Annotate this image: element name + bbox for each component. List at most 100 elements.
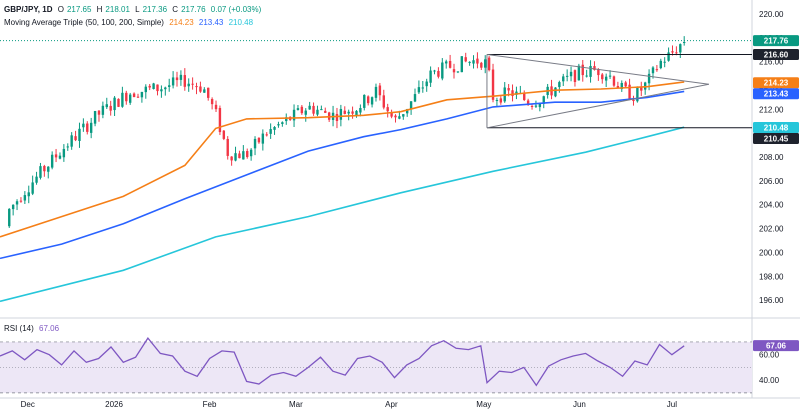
price-tick-label: 204.00 xyxy=(759,201,784,210)
candle-body xyxy=(339,108,343,120)
candle-body xyxy=(452,69,456,73)
candle-body xyxy=(246,151,249,158)
candle-body xyxy=(152,83,155,90)
candle-body xyxy=(589,65,592,77)
ma200-price-badge[interactable] xyxy=(753,121,799,133)
candle-body xyxy=(70,135,73,147)
time-axis-label: Mar xyxy=(289,400,303,409)
candle-body xyxy=(484,59,487,68)
candle-body xyxy=(203,89,206,93)
candle-body xyxy=(296,108,300,110)
ma50-line xyxy=(0,81,685,238)
candle-body xyxy=(281,122,284,124)
candle-body xyxy=(651,67,655,74)
candle-body xyxy=(370,97,374,105)
ma100-legend-value: 213.43 xyxy=(198,18,224,27)
candle-body xyxy=(39,166,42,178)
candle-body xyxy=(448,60,452,68)
candle-body xyxy=(47,166,50,172)
candle-body xyxy=(363,94,366,108)
candle-body xyxy=(144,86,147,93)
candle-body xyxy=(456,71,460,73)
candle-body xyxy=(499,98,503,103)
candle-body xyxy=(285,117,288,122)
candle-body xyxy=(238,153,241,159)
candle-body xyxy=(386,107,389,112)
last-price-badge[interactable] xyxy=(753,35,799,47)
rsi-tick-label: 60.00 xyxy=(759,351,780,360)
candle-body xyxy=(437,70,440,77)
candle-body xyxy=(491,69,495,100)
candle-body xyxy=(43,165,46,172)
candle-body xyxy=(8,208,11,227)
candle-body xyxy=(230,156,233,161)
candle-body xyxy=(101,105,105,115)
rsi-value-badge[interactable] xyxy=(753,340,799,352)
candle-body xyxy=(417,87,421,93)
candle-body xyxy=(608,75,612,77)
ma200-line xyxy=(0,126,685,303)
candle-body xyxy=(31,182,34,194)
candle-body xyxy=(292,109,296,121)
candle-body xyxy=(160,89,163,92)
candle-body xyxy=(27,192,30,197)
candle-body xyxy=(320,109,323,111)
candle-body xyxy=(526,100,530,105)
candle-body xyxy=(601,74,604,80)
candle-body xyxy=(249,149,253,157)
candle-body xyxy=(23,195,27,201)
candle-body xyxy=(140,91,144,98)
candle-body xyxy=(429,70,432,83)
candle-body xyxy=(109,105,112,111)
price-tick-label: 220.00 xyxy=(759,10,784,19)
candle-body xyxy=(542,96,545,104)
candle-body xyxy=(304,110,307,115)
time-axis-label: May xyxy=(476,400,491,409)
candle-body xyxy=(476,58,479,64)
candle-body xyxy=(468,61,471,63)
candle-body xyxy=(538,103,542,108)
candle-body xyxy=(128,94,132,103)
time-axis-label: Jun xyxy=(573,400,586,409)
candle-body xyxy=(480,62,483,68)
candle-body xyxy=(597,69,600,76)
candle-body xyxy=(628,84,631,100)
price-tick-label: 208.00 xyxy=(759,153,784,162)
candle-body xyxy=(585,75,588,77)
candle-body xyxy=(19,200,23,202)
candle-body xyxy=(253,138,257,149)
candle-body xyxy=(277,124,280,126)
ma200-legend-value: 210.48 xyxy=(228,18,254,27)
candle-body xyxy=(581,64,584,76)
candle-body xyxy=(183,75,187,87)
price-tick-label: 198.00 xyxy=(759,272,784,281)
support-price-badge[interactable] xyxy=(753,132,799,144)
candle-body xyxy=(636,87,639,102)
candle-body xyxy=(355,110,358,116)
candle-body xyxy=(523,93,526,100)
candle-body xyxy=(187,83,190,87)
legend-close-label: C xyxy=(172,5,179,14)
time-axis-label: Jul xyxy=(667,400,677,409)
rsi-tick-label: 40.00 xyxy=(759,376,780,385)
candle-body xyxy=(359,108,362,113)
candle-body xyxy=(15,201,19,205)
ma50-price-badge[interactable] xyxy=(753,77,799,89)
candle-body xyxy=(148,85,151,88)
candle-body xyxy=(569,71,573,77)
price-tick-label: 212.00 xyxy=(759,105,784,114)
time-axis-label: Apr xyxy=(385,400,398,409)
candle-body xyxy=(402,114,405,117)
candle-body xyxy=(675,52,678,54)
candle-body xyxy=(50,154,54,168)
candle-body xyxy=(616,86,620,89)
candle-body xyxy=(210,99,214,105)
legend-high-value: 218.01 xyxy=(105,5,130,14)
rsi-legend-value: 67.06 xyxy=(39,324,60,333)
candle-body xyxy=(647,73,651,84)
legend-open-label: O xyxy=(57,5,64,14)
ma100-price-badge[interactable] xyxy=(753,88,799,100)
resistance-price-badge[interactable] xyxy=(753,48,799,60)
